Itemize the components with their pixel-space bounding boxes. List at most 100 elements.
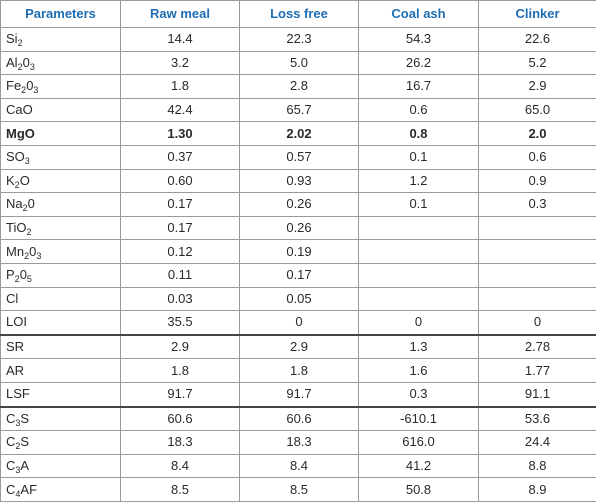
value-cell-coal-ash [359, 216, 479, 240]
parameter-text: AF [20, 482, 37, 497]
parameter-subscript: 3 [36, 251, 41, 261]
parameter-cell: K2O [1, 169, 121, 193]
value-cell-loss-free: 8.4 [240, 454, 359, 478]
parameter-cell: MgO [1, 122, 121, 146]
value-cell-raw-meal: 0.17 [121, 216, 240, 240]
parameter-text: S [20, 434, 29, 449]
value-cell-loss-free: 1.8 [240, 359, 359, 383]
value-cell-coal-ash: 0.8 [359, 122, 479, 146]
value-cell-clinker [479, 240, 596, 264]
value-cell-coal-ash: 0.6 [359, 98, 479, 122]
parameter-text: P [6, 267, 15, 282]
value-cell-raw-meal: 8.5 [121, 478, 240, 502]
parameter-cell: Cl [1, 287, 121, 311]
value-cell-raw-meal: 1.8 [121, 75, 240, 99]
parameter-subscript: 2 [18, 38, 23, 48]
value-cell-clinker: 0.9 [479, 169, 596, 193]
parameter-text: A [20, 458, 29, 473]
parameter-subscript: 3 [33, 85, 38, 95]
value-cell-clinker: 5.2 [479, 51, 596, 75]
value-cell-raw-meal: 91.7 [121, 382, 240, 406]
value-cell-clinker [479, 216, 596, 240]
value-cell-loss-free: 18.3 [240, 431, 359, 455]
parameter-subscript: 3 [25, 156, 30, 166]
parameter-text: Si [6, 31, 18, 46]
value-cell-clinker [479, 263, 596, 287]
parameter-text: MgO [6, 126, 35, 141]
parameter-text: SR [6, 339, 24, 354]
value-cell-clinker: 2.9 [479, 75, 596, 99]
parameter-cell: Al203 [1, 51, 121, 75]
value-cell-raw-meal: 42.4 [121, 98, 240, 122]
parameter-text: SO [6, 149, 25, 164]
parameter-cell: LOI [1, 311, 121, 335]
header-clinker: Clinker [479, 1, 596, 28]
header-row: Parameters Raw meal Loss free Coal ash C… [1, 1, 596, 28]
parameter-text: C [6, 434, 15, 449]
value-cell-coal-ash: 0.1 [359, 193, 479, 217]
value-cell-raw-meal: 35.5 [121, 311, 240, 335]
parameter-text: C [6, 411, 15, 426]
header-coal-ash: Coal ash [359, 1, 479, 28]
parameter-cell: SO3 [1, 145, 121, 169]
parameter-text: Mn [6, 244, 24, 259]
parameter-text: C [6, 482, 15, 497]
value-cell-coal-ash: 41.2 [359, 454, 479, 478]
value-cell-loss-free: 8.5 [240, 478, 359, 502]
value-cell-loss-free: 2.02 [240, 122, 359, 146]
value-cell-raw-meal: 1.30 [121, 122, 240, 146]
value-cell-coal-ash: 616.0 [359, 431, 479, 455]
value-cell-raw-meal: 2.9 [121, 335, 240, 359]
value-cell-loss-free: 0.93 [240, 169, 359, 193]
parameter-cell: SR [1, 335, 121, 359]
value-cell-coal-ash: 50.8 [359, 478, 479, 502]
parameter-text: AR [6, 363, 24, 378]
parameter-text: 0 [23, 55, 30, 70]
value-cell-loss-free: 0 [240, 311, 359, 335]
parameter-text: Al [6, 55, 18, 70]
parameter-cell: AR [1, 359, 121, 383]
value-cell-loss-free: 2.9 [240, 335, 359, 359]
value-cell-clinker: 8.9 [479, 478, 596, 502]
value-cell-raw-meal: 1.8 [121, 359, 240, 383]
parameter-text: 0 [20, 267, 27, 282]
parameter-cell: C3A [1, 454, 121, 478]
header-raw-meal: Raw meal [121, 1, 240, 28]
parameter-cell: Na20 [1, 193, 121, 217]
parameter-text: LOI [6, 314, 27, 329]
value-cell-loss-free: 0.26 [240, 193, 359, 217]
parameter-text: S [20, 411, 29, 426]
value-cell-clinker: 1.77 [479, 359, 596, 383]
value-cell-coal-ash: 54.3 [359, 28, 479, 52]
parameter-text: C [6, 458, 15, 473]
parameter-cell: CaO [1, 98, 121, 122]
value-cell-coal-ash: 0 [359, 311, 479, 335]
parameter-subscript: 2 [26, 227, 31, 237]
value-cell-loss-free: 0.17 [240, 263, 359, 287]
value-cell-raw-meal: 0.03 [121, 287, 240, 311]
value-cell-clinker: 0.6 [479, 145, 596, 169]
value-cell-loss-free: 60.6 [240, 407, 359, 431]
value-cell-raw-meal: 8.4 [121, 454, 240, 478]
value-cell-clinker: 22.6 [479, 28, 596, 52]
value-cell-coal-ash [359, 240, 479, 264]
parameter-cell: P205 [1, 263, 121, 287]
value-cell-coal-ash: 16.7 [359, 75, 479, 99]
parameter-cell: LSF [1, 382, 121, 406]
value-cell-raw-meal: 3.2 [121, 51, 240, 75]
